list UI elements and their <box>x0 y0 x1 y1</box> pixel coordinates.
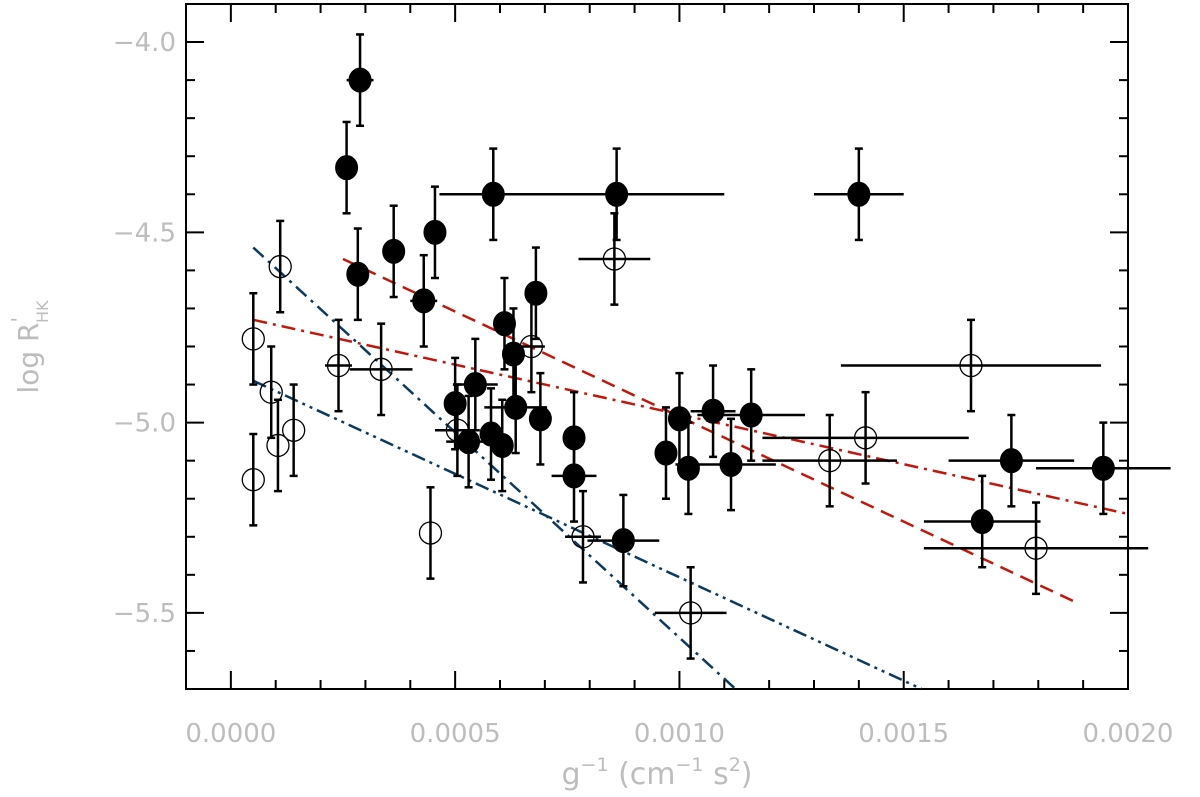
open-point <box>571 525 595 549</box>
filled-point <box>490 432 514 458</box>
filled-point <box>562 463 586 489</box>
filled-point <box>847 181 871 207</box>
open-point <box>853 426 878 450</box>
filled-point <box>412 288 436 314</box>
open-point <box>326 353 351 378</box>
open-point <box>959 353 983 378</box>
filled-point <box>605 181 629 207</box>
axis-ticks <box>186 3 1129 690</box>
x-tick-label: 0.0020 <box>1083 719 1174 749</box>
filled-point <box>999 448 1023 474</box>
y-tick-label: −4.0 <box>113 28 176 58</box>
open-point <box>241 327 265 351</box>
open-point <box>445 418 470 442</box>
filled-point <box>382 238 406 264</box>
filled-point <box>335 155 359 181</box>
x-tick-label: 0.0000 <box>185 719 276 749</box>
open-point <box>519 334 544 359</box>
x-tick-label: 0.0010 <box>634 719 725 749</box>
open-point <box>678 601 703 625</box>
fit-line-dash-dot-dot <box>252 379 923 689</box>
open-point <box>268 254 292 279</box>
open-point <box>282 418 306 442</box>
plot-border <box>185 3 1129 690</box>
open-point <box>241 468 265 492</box>
filled-point <box>611 528 635 554</box>
filled-point <box>481 181 505 207</box>
x-tick-label: 0.0005 <box>410 719 501 749</box>
open-point <box>602 247 627 271</box>
open-point <box>259 380 283 404</box>
open-point <box>266 433 290 458</box>
filled-point <box>970 509 994 535</box>
fit-line-dash-dot <box>252 246 737 689</box>
fit-line-dashed <box>342 257 1075 603</box>
open-point <box>418 521 443 545</box>
filled-point <box>676 455 700 481</box>
filled-point <box>654 440 678 466</box>
error-bars <box>249 33 1171 660</box>
y-tick-label: −5.0 <box>113 409 176 439</box>
x-tick-label: 0.0015 <box>858 719 949 749</box>
open-point <box>369 357 393 381</box>
plot-frame <box>185 3 1129 690</box>
filled-point <box>348 67 372 93</box>
filled-point <box>701 398 725 424</box>
y-tick-label: −4.5 <box>113 218 176 248</box>
y-axis-label: log R' HK <box>7 300 52 394</box>
x-tick-labels: 0.0000 0.0005 0.0010 0.0015 0.0020 <box>185 719 1173 749</box>
y-tick-labels: −4.0 −4.5 −5.0 −5.5 <box>113 28 176 629</box>
data-markers <box>241 67 1115 625</box>
filled-point <box>528 406 552 432</box>
filled-point <box>463 372 487 398</box>
open-point <box>1024 536 1048 560</box>
filled-point <box>667 406 691 432</box>
filled-point <box>524 280 548 306</box>
filled-point <box>346 261 370 287</box>
x-axis-label: g−1 (cm−1 s2) <box>561 754 752 792</box>
filled-point <box>504 394 528 420</box>
filled-point <box>739 402 763 428</box>
filled-point <box>443 391 467 417</box>
open-point <box>818 449 842 473</box>
y-tick-label: −5.5 <box>113 599 176 629</box>
filled-point <box>492 311 516 337</box>
filled-point <box>423 219 447 245</box>
filled-point <box>562 425 586 451</box>
filled-point <box>1091 455 1115 481</box>
filled-point <box>719 451 743 477</box>
filled-point <box>501 341 525 367</box>
